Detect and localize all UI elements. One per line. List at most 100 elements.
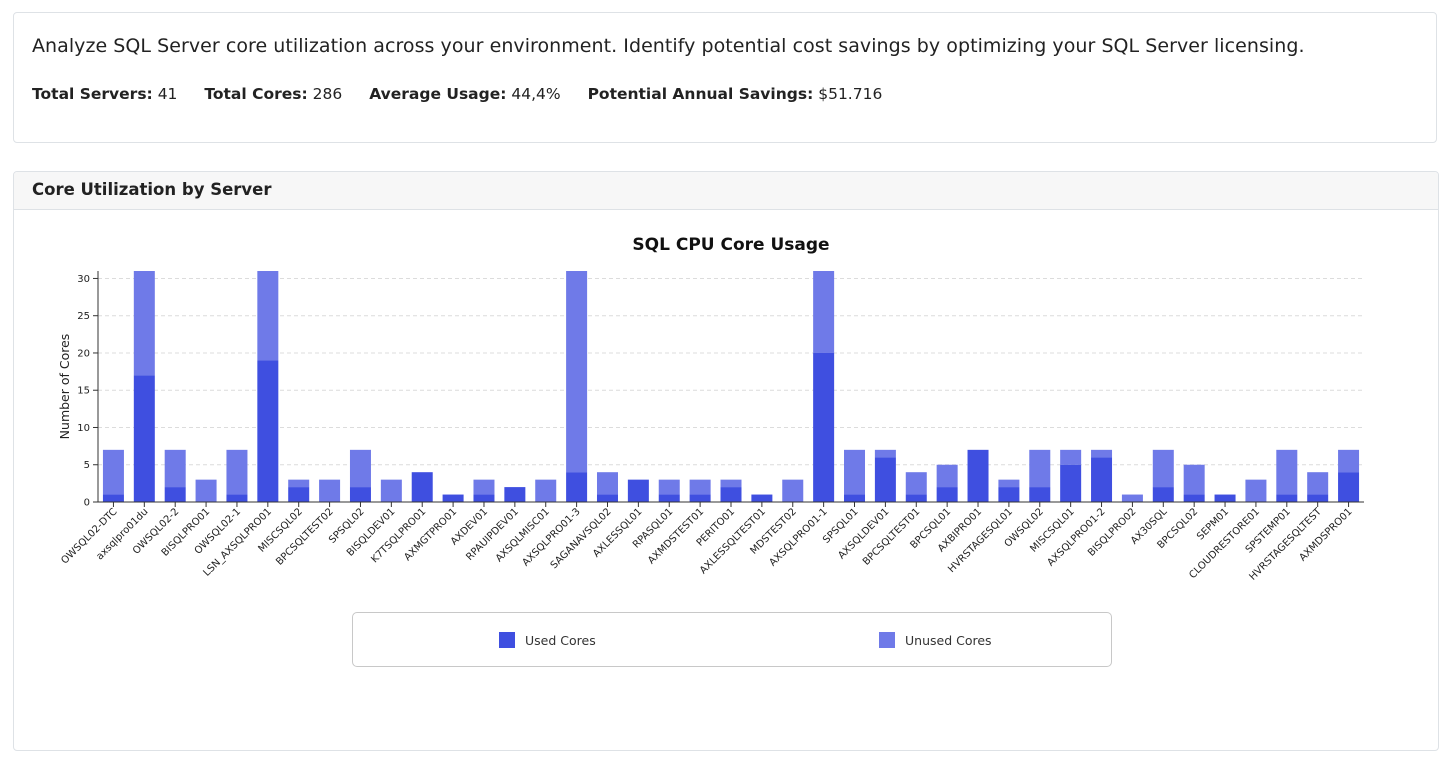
stat-savings-label: Potential Annual Savings: xyxy=(587,85,814,103)
x-tick-label: AXMDSTEST01 xyxy=(646,506,706,566)
bar-used-cores xyxy=(1029,487,1051,502)
stat-savings: Potential Annual Savings: $51.716 xyxy=(588,85,883,103)
stat-total-servers: Total Servers: 41 xyxy=(32,85,177,103)
y-tick-label: 10 xyxy=(77,423,90,434)
bar-unused-cores xyxy=(1060,449,1082,465)
page-description: Analyze SQL Server core utilization acro… xyxy=(32,35,1305,57)
stat-total-servers-value: 41 xyxy=(157,85,178,103)
bar-unused-cores xyxy=(535,479,557,502)
bar-unused-cores xyxy=(380,479,402,502)
stat-average-usage: Average Usage: 44,4% xyxy=(369,85,560,103)
bar-used-cores xyxy=(442,494,464,502)
bar-unused-cores xyxy=(133,271,155,376)
bar-used-cores xyxy=(1307,494,1329,502)
bar-used-cores xyxy=(1276,494,1298,502)
bar-unused-cores xyxy=(905,472,927,495)
bar-unused-cores xyxy=(566,271,588,473)
bar-unused-cores xyxy=(1091,449,1113,458)
bar-used-cores xyxy=(627,479,649,502)
stat-average-usage-value: 44,4% xyxy=(511,85,561,103)
x-tick-label: AXMDSPRO01 xyxy=(1297,506,1354,563)
chart-card: Core Utilization by Server SQL CPU Core … xyxy=(13,171,1439,751)
x-tick-label: K7TSQLPRO01 xyxy=(369,506,428,565)
bar-unused-cores xyxy=(782,479,804,502)
bar-used-cores xyxy=(813,352,835,502)
y-tick-label: 30 xyxy=(77,274,90,285)
bar-unused-cores xyxy=(998,479,1020,488)
bar-used-cores xyxy=(226,494,248,502)
bar-unused-cores xyxy=(1183,464,1205,495)
bar-unused-cores xyxy=(1276,449,1298,495)
bar-used-cores xyxy=(751,494,773,502)
bar-unused-cores xyxy=(1121,494,1143,502)
stat-total-cores-label: Total Cores: xyxy=(204,85,308,103)
bar-unused-cores xyxy=(473,479,495,495)
bar-used-cores xyxy=(411,472,433,502)
bar-unused-cores xyxy=(102,449,124,495)
legend-label-unused: Unused Cores xyxy=(905,633,992,648)
summary-card: Analyze SQL Server core utilization acro… xyxy=(13,12,1437,143)
core-usage-chart: SQL CPU Core Usage 0 5 10 15 20 25 30 Number of … xyxy=(57,235,1364,583)
bar-unused-cores xyxy=(164,449,186,488)
bar-unused-cores xyxy=(288,479,310,488)
stat-total-cores-value: 286 xyxy=(312,85,343,103)
bar-unused-cores xyxy=(1307,472,1329,495)
bar-unused-cores xyxy=(658,479,680,495)
x-tick-label: BPCSQLTEST02 xyxy=(274,506,335,567)
bar-used-cores xyxy=(288,487,310,502)
bar-used-cores xyxy=(967,449,989,502)
bar-used-cores xyxy=(1060,464,1082,502)
y-tick-label: 0 xyxy=(84,498,90,509)
y-tick-label: 5 xyxy=(84,460,90,471)
bar-used-cores xyxy=(844,494,866,502)
legend-swatch-unused xyxy=(879,632,895,648)
bar-unused-cores xyxy=(319,479,341,502)
y-tick-label: 15 xyxy=(77,386,90,397)
bar-used-cores xyxy=(133,375,155,502)
bar-unused-cores xyxy=(874,449,896,458)
bar-used-cores xyxy=(1214,494,1236,502)
bar-used-cores xyxy=(689,494,711,502)
stat-average-usage-label: Average Usage: xyxy=(369,85,507,103)
legend-label-used: Used Cores xyxy=(525,633,596,648)
legend-item-used[interactable]: Used Cores xyxy=(499,632,596,648)
summary-stats: Total Servers: 41 Total Cores: 286 Avera… xyxy=(32,85,904,103)
y-tick-label: 25 xyxy=(77,311,90,322)
bar-used-cores xyxy=(874,457,896,502)
x-tick-label: AXSQLMISC01 xyxy=(494,506,552,564)
bar-unused-cores xyxy=(596,472,618,495)
bar-used-cores xyxy=(936,487,958,502)
legend-swatch-used xyxy=(499,632,515,648)
bar-used-cores xyxy=(658,494,680,502)
bar-unused-cores xyxy=(257,271,279,361)
bar-used-cores xyxy=(102,494,124,502)
y-tick-label: 20 xyxy=(77,348,90,359)
bar-used-cores xyxy=(1183,494,1205,502)
bar-unused-cores xyxy=(1245,479,1267,502)
bar-used-cores xyxy=(1338,472,1360,502)
bar-unused-cores xyxy=(1029,449,1051,488)
x-tick-label: OWSQL02-DTC xyxy=(59,506,119,566)
panel-title: Core Utilization by Server xyxy=(14,172,1438,210)
bar-used-cores xyxy=(905,494,927,502)
bar-used-cores xyxy=(596,494,618,502)
bar-used-cores xyxy=(473,494,495,502)
bar-unused-cores xyxy=(349,449,371,488)
bar-used-cores xyxy=(504,487,526,502)
chart-title: SQL CPU Core Usage xyxy=(632,235,829,255)
legend-item-unused[interactable]: Unused Cores xyxy=(879,632,992,648)
bar-unused-cores xyxy=(1152,449,1174,488)
bar-unused-cores xyxy=(195,479,217,502)
bar-unused-cores xyxy=(1338,449,1360,473)
bar-unused-cores xyxy=(720,479,742,488)
bar-unused-cores xyxy=(689,479,711,495)
stat-total-servers-label: Total Servers: xyxy=(32,85,153,103)
stat-total-cores: Total Cores: 286 xyxy=(204,85,342,103)
chart-legend: Used Cores Unused Cores xyxy=(352,612,1112,667)
bar-used-cores xyxy=(1091,457,1113,502)
bar-used-cores xyxy=(720,487,742,502)
x-tick-label: BPCSQLTEST01 xyxy=(861,506,922,567)
bar-used-cores xyxy=(349,487,371,502)
bar-unused-cores xyxy=(813,271,835,353)
bar-used-cores xyxy=(998,487,1020,502)
